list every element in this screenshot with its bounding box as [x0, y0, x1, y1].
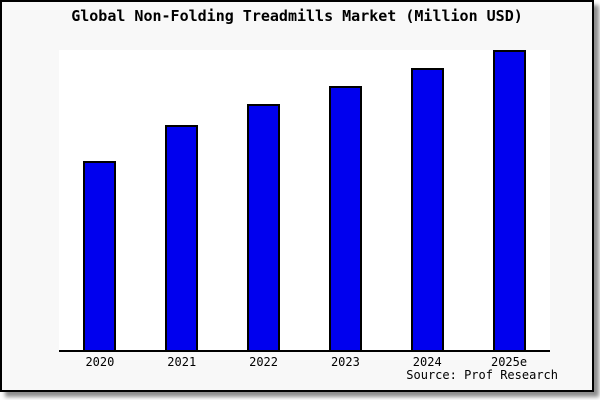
x-tick-label-2020: 2020 — [85, 355, 115, 369]
x-tick-label-2023: 2023 — [330, 355, 360, 369]
bar-2020 — [83, 161, 117, 350]
bar-2024 — [410, 68, 444, 350]
bar-2023 — [328, 86, 362, 350]
chart-frame: Global Non-Folding Treadmills Market (Mi… — [0, 0, 594, 392]
bar-2022 — [247, 104, 281, 350]
x-tick-label-2024: 2024 — [412, 355, 442, 369]
x-tick-label-2022: 2022 — [249, 355, 279, 369]
bar-column-2023 — [304, 50, 386, 350]
bar-column-2025e — [468, 50, 550, 350]
source-credit: Source: Prof Research — [406, 368, 558, 382]
bar-column-2024 — [386, 50, 468, 350]
chart-title: Global Non-Folding Treadmills Market (Mi… — [71, 7, 523, 25]
plot-area — [59, 50, 550, 352]
bars-row — [59, 50, 550, 350]
bar-column-2021 — [141, 50, 223, 350]
x-axis-labels: 2020 2021 2022 2023 2024 2025e — [59, 355, 550, 369]
bar-column-2020 — [59, 50, 141, 350]
x-tick-label-2025e: 2025e — [490, 355, 528, 369]
bar-2021 — [165, 125, 199, 350]
bar-2025e — [492, 50, 526, 350]
x-tick-label-2021: 2021 — [167, 355, 197, 369]
bar-column-2022 — [223, 50, 305, 350]
